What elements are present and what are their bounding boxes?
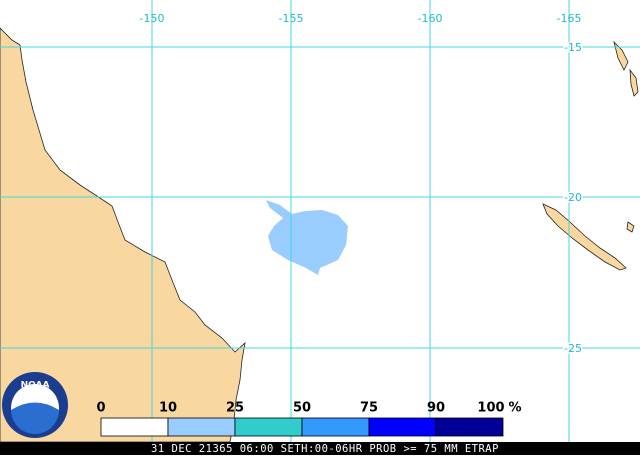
longitude-label: -160 bbox=[418, 12, 443, 25]
new-caledonia bbox=[542, 203, 627, 271]
legend-tick-label: 75 bbox=[360, 401, 378, 416]
legend-tick-label: 90 bbox=[427, 401, 445, 416]
legend-swatch bbox=[100, 417, 169, 437]
probability-area bbox=[266, 200, 348, 275]
land bbox=[0, 27, 639, 443]
legend-tick-label: 50 bbox=[293, 401, 311, 416]
legend-swatch bbox=[301, 417, 370, 437]
footer-band bbox=[0, 442, 640, 455]
legend-unit: % bbox=[508, 401, 521, 416]
vanuatu-islands bbox=[613, 40, 639, 233]
logo-text: NOAA bbox=[21, 381, 50, 391]
legend-tick-label: 10 bbox=[159, 401, 177, 416]
color-legend: 0 10 25 50 75 90 100% bbox=[96, 401, 522, 437]
longitude-label: -150 bbox=[140, 12, 165, 25]
latitude-label: -20 bbox=[564, 191, 582, 204]
legend-swatch bbox=[368, 417, 437, 437]
logo-wave bbox=[11, 402, 59, 434]
latitude-label: -25 bbox=[564, 342, 582, 355]
graticule: -150 -155 -160 -165 -15 -20 -25 bbox=[0, 0, 640, 442]
legend-tick-label: 100 bbox=[477, 401, 504, 416]
noaa-logo: NOAA bbox=[2, 372, 68, 438]
legend-swatch bbox=[234, 417, 303, 437]
longitude-label: -155 bbox=[279, 12, 304, 25]
footer-text: 31 DEC 21365 06:00 SETH:00-06HR PROB >= … bbox=[151, 443, 499, 455]
legend-tick-label: 25 bbox=[226, 401, 244, 416]
longitude-label: -165 bbox=[557, 12, 582, 25]
legend-swatch bbox=[167, 417, 236, 437]
latitude-label: -15 bbox=[564, 41, 582, 54]
australia-coast bbox=[0, 27, 246, 443]
legend-tick-label: 0 bbox=[96, 401, 105, 416]
legend-swatch bbox=[435, 417, 504, 437]
